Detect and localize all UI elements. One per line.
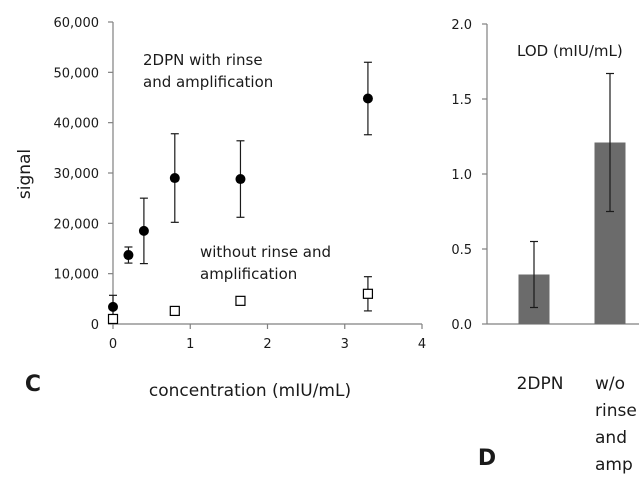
d-category-label-line: 2DPN <box>517 374 564 394</box>
c-x-tick-label: 3 <box>341 337 349 352</box>
series-1-label: 2DPN with rinse and amplification <box>143 51 273 91</box>
c-point-series-2 <box>235 295 246 306</box>
c-y-tick-label: 10,000 <box>54 268 100 283</box>
d-category-label-line: and <box>595 428 627 448</box>
c-y-tick-label: 60,000 <box>54 16 100 31</box>
c-point-series-1 <box>169 173 180 184</box>
d-title: LOD (mIU/mL) <box>517 42 623 60</box>
c-x-tick-label: 2 <box>263 337 271 352</box>
c-y-tick-label: 20,000 <box>54 217 100 232</box>
c-point-series-1 <box>138 225 149 236</box>
c-x-tick-label: 1 <box>186 337 194 352</box>
c-x-tick-label: 4 <box>418 337 426 352</box>
scatter-chart-c: 0 10,000 20,000 30,000 40,000 50,000 60,000 0 1… <box>15 16 426 401</box>
d-category-label-line: amp <box>595 455 633 475</box>
d-y-tick-label: 2.0 <box>451 18 472 33</box>
d-y-tick-label: 0.5 <box>451 243 472 258</box>
c-y-axis-label: signal <box>15 149 35 199</box>
d-category-label: 2DPN <box>517 374 564 394</box>
c-point-series-2 <box>362 288 374 299</box>
d-y-tick-label: 1.0 <box>451 168 472 183</box>
bar-chart-d: 0.0 0.5 1.0 1.5 2.0 LOD (mIU/mL) 2DPN w/o rins… <box>451 18 639 475</box>
c-point-series-1 <box>235 174 246 185</box>
c-point-series-2 <box>169 305 180 317</box>
c-x-axis-label: concentration (mIU/mL) <box>149 381 351 401</box>
panel-c-label: C <box>25 372 41 397</box>
c-point-series-1 <box>108 301 118 312</box>
c-y-tick-label: 30,000 <box>54 167 100 182</box>
d-y-tick-label: 0.0 <box>451 318 472 333</box>
c-y-tick-label: 40,000 <box>54 117 100 132</box>
series-2-label: without rinse and amplification <box>200 243 336 283</box>
c-point-series-2 <box>107 313 119 325</box>
d-category-label: w/o rinse and amp <box>595 374 637 475</box>
c-y-tick-label: 50,000 <box>54 66 100 81</box>
panel-d-label: D <box>478 446 496 471</box>
c-x-tick-label: 0 <box>109 337 117 352</box>
c-y-tick-label: 0 <box>91 318 99 333</box>
d-category-label-line: rinse <box>595 401 637 421</box>
c-point-series-1 <box>362 93 373 104</box>
d-y-tick-label: 1.5 <box>451 93 472 108</box>
d-category-label-line: w/o <box>595 374 625 394</box>
c-point-series-1 <box>123 250 134 261</box>
